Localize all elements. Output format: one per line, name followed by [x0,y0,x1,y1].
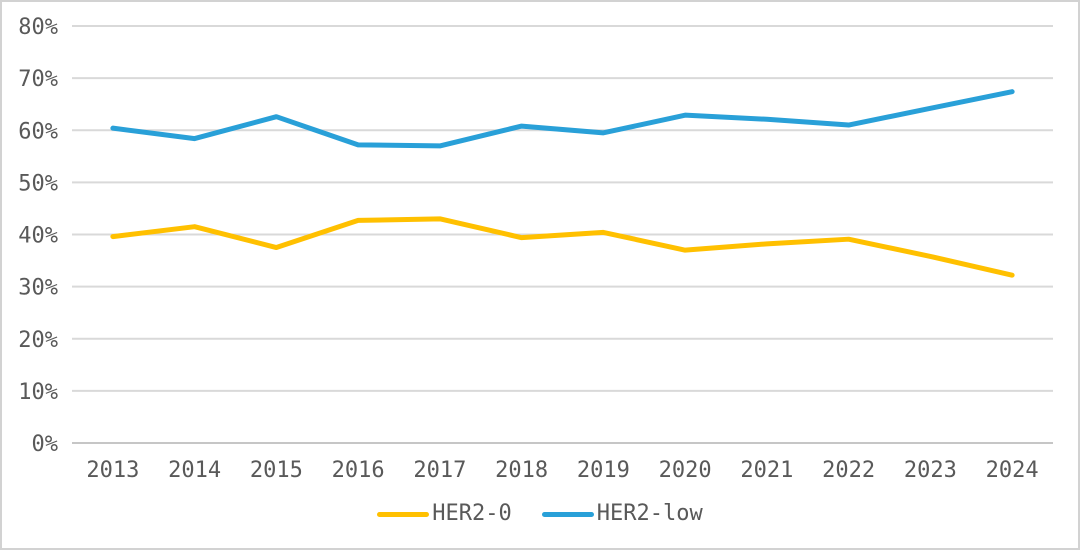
y-axis-tick-label: 50% [18,171,58,196]
x-axis-tick-label: 2013 [86,458,139,483]
y-axis-tick-label: 40% [18,224,58,249]
x-axis-tick-label: 2018 [495,458,548,483]
y-axis-tick-label: 80% [18,15,58,40]
x-axis-tick-label: 2016 [332,458,385,483]
x-axis-tick-label: 2020 [659,458,712,483]
x-axis-tick-label: 2019 [577,458,630,483]
y-axis-tick-label: 10% [18,380,58,405]
series-line-her2-0 [110,216,1015,278]
y-axis-tick-label: 30% [18,276,58,301]
x-axis-tick-label: 2014 [168,458,221,483]
x-axis-tick-label: 2024 [986,458,1039,483]
x-axis-tick-label: 2021 [740,458,793,483]
legend-item-her2-0: HER2-0 [377,501,512,526]
x-axis-tick-label: 2015 [250,458,303,483]
legend-line-swatch-her2-0 [377,511,430,517]
x-axis-tick-label: 2023 [904,458,957,483]
x-axis-tick-label: 2022 [822,458,875,483]
y-axis-tick-label: 0% [32,432,59,457]
legend-label-her2-0: HER2-0 [432,501,512,526]
legend: HER2-0 HER2-low [2,499,1078,529]
y-axis-tick-label: 60% [18,119,58,144]
legend-line-swatch-her2-low [541,511,594,517]
y-axis-tick-label: 20% [18,328,58,353]
legend-label-her2-low: HER2-low [596,501,703,526]
series-line-her2-low [110,89,1015,149]
y-axis-tick-label: 70% [18,67,58,92]
legend-item-her2-low: HER2-low [541,501,703,526]
x-axis-tick-label: 2017 [413,458,466,483]
